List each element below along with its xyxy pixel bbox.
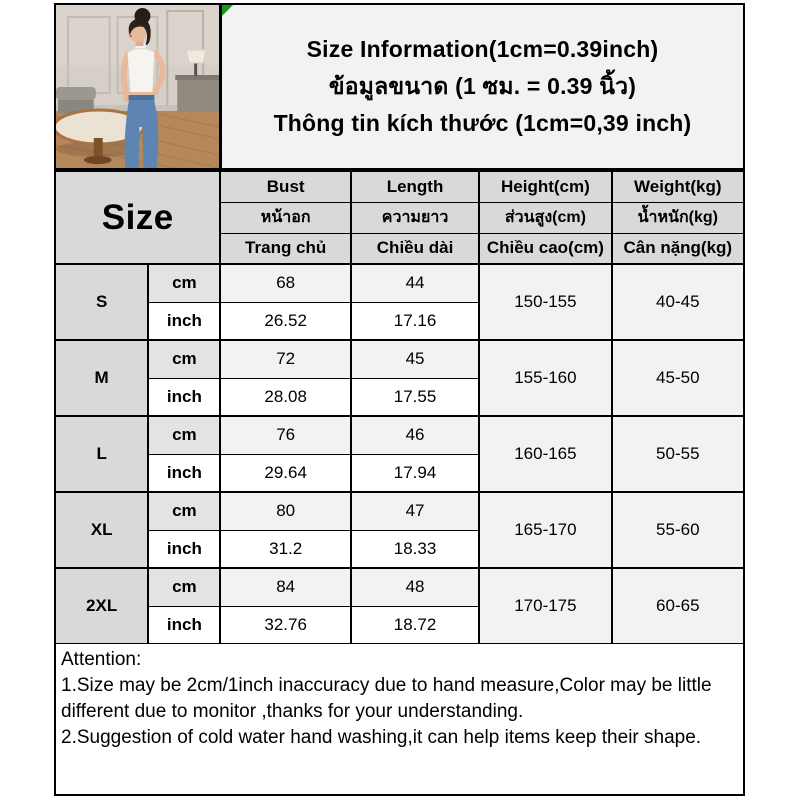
bust-inch-value: 32.76: [219, 605, 352, 645]
col-header-length-en: Length: [349, 170, 481, 203]
col-header-weight-vi: Cân nặng(kg): [610, 232, 746, 265]
length-cm-value: 44: [349, 263, 481, 303]
unit-cm-label: cm: [147, 339, 222, 379]
unit-inch-label: inch: [147, 377, 222, 417]
bust-inch-value: 26.52: [219, 301, 352, 341]
bust-inch-value: 28.08: [219, 377, 352, 417]
col-header-bust-en: Bust: [219, 170, 352, 203]
col-header-height-vi: Chiều cao(cm): [478, 232, 613, 265]
length-cm-value: 45: [349, 339, 481, 379]
size-table: Size Bust Length Height(cm) Weight(kg) ห…: [53, 170, 746, 645]
size-header-cell: Size: [53, 170, 222, 265]
length-inch-value: 18.33: [349, 529, 481, 569]
unit-cm-label: cm: [147, 567, 222, 607]
product-photo: [56, 5, 222, 168]
size-label-2xl: 2XL: [53, 567, 150, 645]
unit-cm-label: cm: [147, 491, 222, 531]
size-label-xl: XL: [53, 491, 150, 569]
green-corner-marker: [222, 5, 233, 16]
col-header-bust-th: หน้าอก: [219, 201, 352, 234]
weight-range: 40-45: [610, 263, 746, 341]
top-block: Size Information(1cm=0.39inch) ข้อมูลขนา…: [54, 3, 745, 170]
unit-inch-label: inch: [147, 605, 222, 645]
height-range: 155-160: [478, 339, 613, 417]
size-info-title: Size Information(1cm=0.39inch) ข้อมูลขนา…: [222, 5, 743, 168]
weight-range: 60-65: [610, 567, 746, 645]
bust-cm-value: 72: [219, 339, 352, 379]
unit-inch-label: inch: [147, 529, 222, 569]
length-inch-value: 17.55: [349, 377, 481, 417]
length-cm-value: 47: [349, 491, 481, 531]
bust-cm-value: 68: [219, 263, 352, 303]
height-range: 170-175: [478, 567, 613, 645]
bust-cm-value: 76: [219, 415, 352, 455]
length-inch-value: 17.16: [349, 301, 481, 341]
attention-note-1: 1.Size may be 2cm/1inch inaccuracy due t…: [61, 675, 712, 722]
col-header-height-th: ส่วนสูง(cm): [478, 201, 613, 234]
size-label-s: S: [53, 263, 150, 341]
size-label-l: L: [53, 415, 150, 493]
title-thai: ข้อมูลขนาด (1 ซม. = 0.39 นิ้ว): [328, 73, 637, 99]
weight-range: 45-50: [610, 339, 746, 417]
weight-range: 55-60: [610, 491, 746, 569]
height-range: 165-170: [478, 491, 613, 569]
title-english: Size Information(1cm=0.39inch): [306, 36, 659, 62]
length-inch-value: 18.72: [349, 605, 481, 645]
col-header-length-th: ความยาว: [349, 201, 481, 234]
unit-inch-label: inch: [147, 453, 222, 493]
col-header-weight-en: Weight(kg): [610, 170, 746, 203]
col-header-weight-th: น้ำหนัก(kg): [610, 201, 746, 234]
col-header-bust-vi: Trang chủ: [219, 232, 352, 265]
bust-inch-value: 31.2: [219, 529, 352, 569]
col-header-length-vi: Chiều dài: [349, 232, 481, 265]
col-header-height-en: Height(cm): [478, 170, 613, 203]
size-label-m: M: [53, 339, 150, 417]
unit-cm-label: cm: [147, 263, 222, 303]
bust-cm-value: 80: [219, 491, 352, 531]
height-range: 160-165: [478, 415, 613, 493]
bust-inch-value: 29.64: [219, 453, 352, 493]
length-inch-value: 17.94: [349, 453, 481, 493]
unit-cm-label: cm: [147, 415, 222, 455]
attention-heading: Attention:: [61, 649, 142, 670]
length-cm-value: 46: [349, 415, 481, 455]
length-cm-value: 48: [349, 567, 481, 607]
unit-inch-label: inch: [147, 301, 222, 341]
attention-box: Attention: 1.Size may be 2cm/1inch inacc…: [54, 643, 745, 796]
model-photo-illustration: [56, 5, 219, 168]
title-vietnamese: Thông tin kích thước (1cm=0,39 inch): [273, 110, 692, 136]
height-range: 150-155: [478, 263, 613, 341]
weight-range: 50-55: [610, 415, 746, 493]
attention-note-2: 2.Suggestion of cold water hand washing,…: [61, 727, 702, 748]
bust-cm-value: 84: [219, 567, 352, 607]
